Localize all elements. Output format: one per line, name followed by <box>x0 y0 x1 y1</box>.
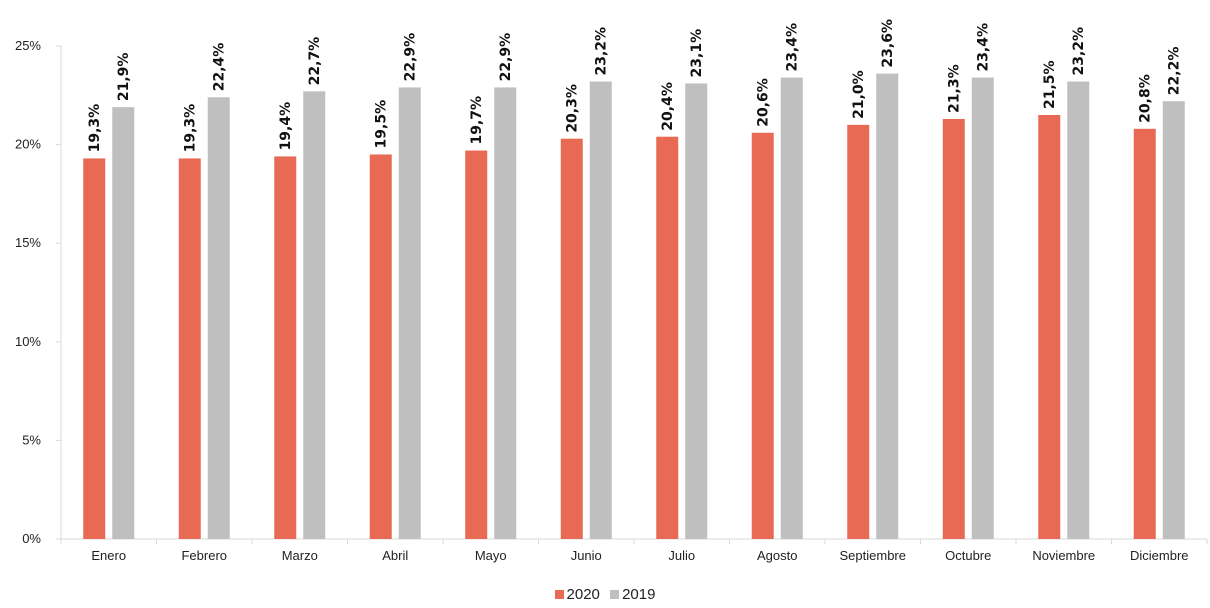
data-label-2020: 21,5% <box>1042 60 1058 109</box>
x-category-label: Abril <box>382 548 408 563</box>
data-label-2020: 21,3% <box>947 64 963 113</box>
bar-2019-agosto <box>780 77 803 539</box>
bar-2019-julio <box>685 83 708 539</box>
legend: 2020 2019 <box>0 586 1210 603</box>
data-label-2019: 23,1% <box>689 29 705 78</box>
bar-2020-agosto <box>751 132 774 539</box>
bar-2020-mayo <box>465 150 488 540</box>
data-label-2019: 21,9% <box>116 53 132 102</box>
x-category-label: Junio <box>571 548 602 563</box>
bar-2020-febrero <box>178 158 201 540</box>
bars-layer <box>83 73 1185 540</box>
legend-swatch-2020 <box>554 590 564 599</box>
y-tick-label: 15% <box>15 235 41 250</box>
legend-swatch-2019 <box>610 590 620 599</box>
data-label-2019: 22,9% <box>403 33 419 82</box>
data-label-2020: 19,5% <box>374 100 390 149</box>
data-label-2019: 23,6% <box>880 19 896 68</box>
x-category-label: Enero <box>91 548 126 563</box>
legend-label-2020: 2020 <box>566 586 600 603</box>
legend-item-2020: 2020 <box>554 586 600 603</box>
y-tick-label: 0% <box>22 531 41 546</box>
data-label-2019: 22,4% <box>212 43 228 92</box>
x-category-label: Julio <box>668 548 695 563</box>
y-tick-label: 10% <box>15 334 41 349</box>
data-label-2020: 20,3% <box>565 84 581 133</box>
data-label-2020: 20,4% <box>660 82 676 131</box>
bar-2020-enero <box>83 158 106 540</box>
bar-2019-enero <box>112 107 135 539</box>
bar-2020-julio <box>656 136 679 539</box>
bar-2020-junio <box>560 138 583 539</box>
bar-2020-marzo <box>274 156 297 539</box>
data-label-2019: 22,7% <box>307 37 323 86</box>
x-category-label: Noviembre <box>1032 548 1095 563</box>
data-label-2019: 23,2% <box>1071 27 1087 76</box>
data-label-2020: 21,0% <box>851 70 867 119</box>
legend-label-2019: 2019 <box>622 586 656 603</box>
bar-2020-octubre <box>942 118 965 540</box>
bar-2019-mayo <box>494 87 517 540</box>
axis-layer: 0% 5% 10% 15% 20% 25% Enero Febrero Marzo Abril Ma… <box>15 38 1208 563</box>
x-category-label: Octubre <box>945 548 991 563</box>
data-label-2020: 19,7% <box>469 96 485 145</box>
data-labels-layer: 19,3% 21,9% 19,3% 22,4% 19,4% 22,7% 19,5% 22,9%… <box>87 19 1183 152</box>
y-tick-label: 25% <box>15 38 41 53</box>
data-label-2020: 19,3% <box>87 104 103 153</box>
bar-2019-septiembre <box>876 73 899 539</box>
legend-item-2019: 2019 <box>610 586 655 603</box>
bar-2019-junio <box>589 81 612 539</box>
bar-2019-noviembre <box>1067 81 1090 539</box>
bar-2020-septiembre <box>847 124 870 539</box>
data-label-2020: 19,3% <box>183 104 199 153</box>
x-category-label: Agosto <box>757 548 797 563</box>
data-label-2019: 23,4% <box>976 23 992 72</box>
data-label-2020: 20,6% <box>756 78 772 127</box>
y-tick-label: 5% <box>22 432 41 447</box>
bar-2020-abril <box>369 154 392 539</box>
x-category-label: Mayo <box>475 548 507 563</box>
data-label-2019: 23,4% <box>785 23 801 72</box>
bar-2019-octubre <box>971 77 994 539</box>
x-category-label: Febrero <box>181 548 227 563</box>
x-category-label: Marzo <box>282 548 318 563</box>
data-label-2020: 20,8% <box>1138 74 1154 123</box>
data-label-2020: 19,4% <box>278 102 294 151</box>
bar-2020-diciembre <box>1133 128 1156 539</box>
data-label-2019: 22,9% <box>498 33 514 82</box>
bar-2019-abril <box>398 87 421 540</box>
bar-2019-marzo <box>303 91 326 539</box>
bar-2019-diciembre <box>1162 101 1185 539</box>
x-category-label: Diciembre <box>1130 548 1189 563</box>
y-tick-label: 20% <box>15 137 41 152</box>
data-label-2019: 22,2% <box>1167 47 1183 96</box>
bar-2020-noviembre <box>1038 115 1061 540</box>
data-label-2019: 23,2% <box>594 27 610 76</box>
x-category-label: Septiembre <box>840 548 906 563</box>
bar-2019-febrero <box>207 97 230 539</box>
